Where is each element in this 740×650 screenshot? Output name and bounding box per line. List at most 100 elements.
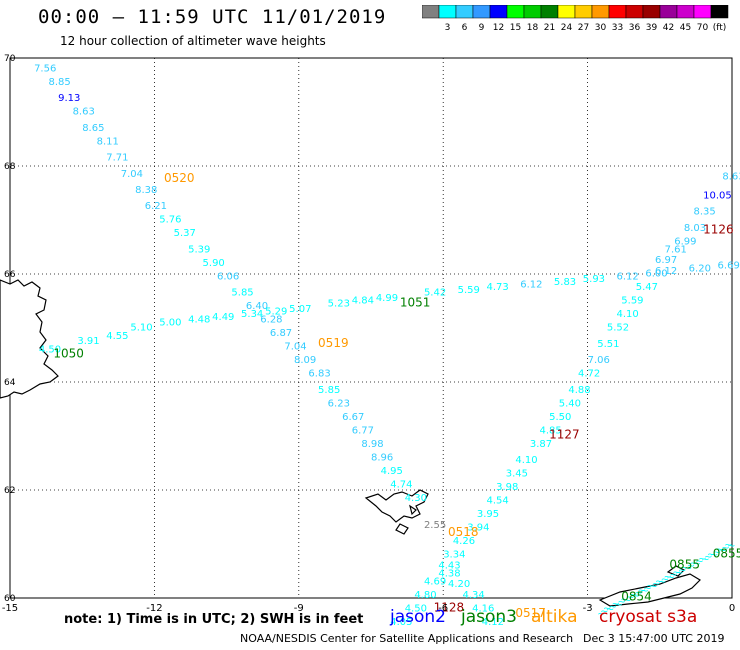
dense-track-mark: ~	[620, 595, 628, 606]
dense-track-mark: ~	[698, 554, 706, 565]
dense-track-mark: ~	[615, 600, 623, 611]
dense-track-mark: ~	[690, 558, 698, 569]
wave-height-value: 3.95	[477, 509, 499, 520]
dense-track-mark: ~	[727, 541, 735, 552]
footer-credit: NOAA/NESDIS Center for Satellite Applica…	[240, 632, 574, 645]
dense-track-mark: ~	[617, 597, 625, 608]
legend-jason3: jason3	[461, 607, 517, 627]
dense-track-mark: ~	[597, 609, 605, 620]
wave-height-value: 3.45	[506, 469, 528, 480]
wave-height-value: 4.10	[515, 455, 537, 466]
wave-height-value: 8.96	[371, 452, 393, 463]
wave-height-value: 8.85	[49, 77, 71, 88]
dense-track-mark: ~	[667, 573, 675, 584]
lon-tick-label: 0	[729, 603, 735, 614]
color-scale-legend: 3 6 9 12 15 18 21 24 27 30 33 36 39 42 45 70 (ft)	[422, 5, 729, 33]
axis-labels: -15 -12 -9 -6 -3 0 70 68 66 64 62 60	[2, 54, 735, 614]
dense-track-mark: ~	[603, 604, 611, 615]
wave-observations: 7.56 8.85 9.13 8.63 8.65 8.11 7.71 7.04 8.38 6.21…	[34, 64, 740, 629]
wave-height-value: 4.85	[539, 425, 561, 436]
wave-height-value: 6.06	[217, 271, 239, 282]
color-bin	[710, 5, 729, 19]
lon-tick-label: -6	[438, 603, 448, 614]
lon-tick-label: -12	[146, 603, 162, 614]
dense-track-mark: ~	[707, 549, 715, 560]
dense-track-mark: ~	[713, 547, 721, 558]
color-bin-label: 15	[510, 23, 521, 33]
wave-height-value: 7.71	[106, 153, 128, 164]
wave-height-value: 7.06	[588, 355, 610, 366]
wave-height-value: 8.03	[684, 223, 706, 234]
wave-height-value: 4.16	[472, 604, 494, 615]
iceland-east-coast	[0, 279, 59, 399]
wave-height-value: 4.80	[414, 590, 436, 601]
wave-height-value: 4.48	[188, 315, 210, 326]
dense-track-mark: ~	[612, 599, 620, 610]
dense-track-mark: ~	[609, 602, 617, 613]
wave-height-value: 3.87	[530, 439, 552, 450]
wave-height-value: 6.87	[270, 328, 292, 339]
wave-height-value: 4.88	[568, 385, 590, 396]
dense-track-mark: ~	[672, 567, 680, 578]
wave-height-value: 6.67	[342, 412, 364, 423]
footer-timestamp: Dec 3 15:47:00 UTC 2019	[583, 632, 725, 645]
wave-height-value: 4.50	[405, 604, 427, 615]
color-bin-label: 9	[479, 23, 485, 33]
wave-height-value: 9.13	[58, 93, 80, 104]
dense-track-mark: ~	[626, 593, 634, 604]
color-bin-label: 70	[697, 23, 709, 33]
dense-track-mark: ~	[704, 552, 712, 563]
wave-height-value: 2.55	[424, 520, 446, 531]
wave-height-value: 6.40	[246, 301, 268, 312]
wave-height-value: 4.43	[438, 560, 460, 571]
lon-tick-label: -3	[583, 603, 593, 614]
color-bin-label: 6	[462, 23, 468, 33]
wave-height-value: 5.76	[159, 215, 181, 226]
wave-height-value: 5.47	[636, 282, 658, 293]
color-bin-label: 33	[612, 23, 623, 33]
wave-height-value: 4.54	[487, 496, 509, 507]
dense-track-mark: ~	[655, 577, 663, 588]
dense-track-mark: ~	[724, 540, 732, 551]
wave-height-value: 5.10	[130, 323, 152, 334]
wave-height-value: 10.05	[703, 190, 732, 201]
map-title: 00:00 – 11:59 UTC 11/01/2019	[38, 6, 387, 28]
dense-track-mark: ~	[646, 581, 654, 592]
dense-track-marks: ~~~~~~~~~~~~~~~~~~~~~~~~~~~~~~~~~~~~~~~~…	[597, 540, 735, 620]
legend-jason2: jason2	[390, 607, 446, 627]
pass-time-label: 0520	[164, 171, 195, 185]
wave-height-value: 6.83	[308, 369, 330, 380]
lon-tick-label: -15	[2, 603, 18, 614]
dense-track-mark: ~	[664, 572, 672, 583]
wave-height-value: 7.04	[121, 169, 143, 180]
lon-tick-label: -9	[294, 603, 304, 614]
wave-height-value: 8.11	[97, 136, 119, 147]
wave-height-value: 4.38	[438, 568, 460, 579]
pass-time-label: 1126	[703, 223, 734, 237]
dense-track-mark: ~	[643, 584, 651, 595]
pass-time-label: 0854	[621, 590, 652, 604]
wave-height-value: 8.09	[294, 355, 316, 366]
wave-height-value: 6.23	[328, 398, 350, 409]
dense-track-mark: ~	[652, 579, 660, 590]
pass-time-label: 0518	[448, 525, 479, 539]
wave-height-value: 6.28	[260, 315, 282, 326]
wave-height-value: 8.38	[135, 185, 157, 196]
color-bin-label: 36	[629, 23, 641, 33]
wave-height-value: 4.72	[578, 369, 600, 380]
wave-height-value: 4.99	[376, 293, 398, 304]
dense-track-mark: ~	[716, 545, 724, 556]
dense-track-mark: ~	[661, 575, 669, 586]
dense-track-mark: ~	[681, 563, 689, 574]
wave-height-value: 4.50	[39, 344, 61, 355]
wave-height-value: 4.84	[352, 296, 374, 307]
wave-height-value: 4.12	[482, 617, 504, 628]
pass-time-label: 1051	[400, 295, 431, 309]
wave-height-value: 6.97	[655, 255, 677, 266]
dense-track-mark: ~	[635, 588, 643, 599]
color-bin-label: 24	[561, 23, 573, 33]
wave-height-value: 8.35	[693, 207, 715, 218]
faroe-islands	[364, 489, 429, 535]
dense-track-mark: ~	[600, 606, 608, 617]
wave-height-value: 6.99	[674, 236, 696, 247]
